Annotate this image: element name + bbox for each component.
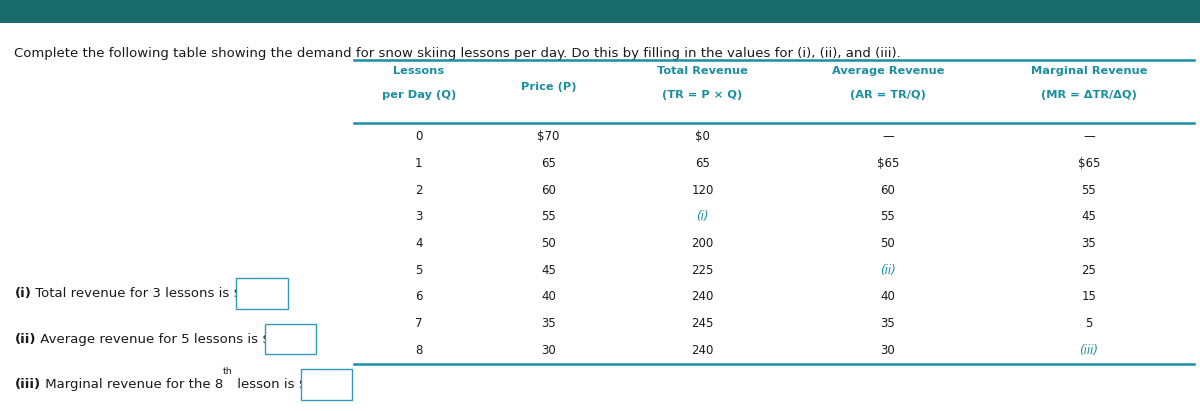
Text: 45: 45 — [541, 264, 556, 277]
Text: 60: 60 — [541, 184, 556, 196]
Text: 30: 30 — [541, 344, 556, 357]
Text: 55: 55 — [541, 210, 556, 223]
Text: Lessons: Lessons — [394, 66, 444, 76]
Text: $70: $70 — [538, 130, 559, 143]
Text: 4: 4 — [415, 237, 422, 250]
Text: $65: $65 — [1078, 157, 1100, 170]
Text: 50: 50 — [541, 237, 556, 250]
Text: 240: 240 — [691, 291, 714, 303]
Text: 5: 5 — [1085, 317, 1093, 330]
Text: (iii): (iii) — [14, 378, 41, 391]
Text: 35: 35 — [1081, 237, 1097, 250]
Text: 15: 15 — [1081, 291, 1097, 303]
Text: 40: 40 — [541, 291, 556, 303]
Text: 225: 225 — [691, 264, 714, 277]
Text: 45: 45 — [1081, 210, 1097, 223]
Text: 5: 5 — [415, 264, 422, 277]
FancyBboxPatch shape — [236, 279, 288, 309]
Text: (i): (i) — [14, 287, 31, 300]
Text: Total Revenue: Total Revenue — [658, 66, 748, 76]
Text: .: . — [350, 378, 354, 391]
Text: 55: 55 — [1081, 184, 1097, 196]
Text: 1: 1 — [415, 157, 422, 170]
Text: .: . — [286, 287, 289, 300]
Text: (TR = P × Q): (TR = P × Q) — [662, 90, 743, 100]
Text: $0: $0 — [695, 130, 710, 143]
Text: 7: 7 — [415, 317, 422, 330]
FancyBboxPatch shape — [0, 0, 1200, 23]
Text: Marginal Revenue: Marginal Revenue — [1031, 66, 1147, 76]
Text: Average revenue for 5 lessons is $: Average revenue for 5 lessons is $ — [36, 332, 271, 346]
Text: 200: 200 — [691, 237, 714, 250]
Text: (AR = TR/Q): (AR = TR/Q) — [850, 90, 926, 100]
Text: 8: 8 — [415, 344, 422, 357]
Text: 65: 65 — [541, 157, 556, 170]
Text: Total revenue for 3 lessons is $: Total revenue for 3 lessons is $ — [31, 287, 242, 300]
Text: 120: 120 — [691, 184, 714, 196]
FancyBboxPatch shape — [265, 324, 317, 354]
Text: 40: 40 — [881, 291, 895, 303]
Text: (i): (i) — [696, 210, 709, 223]
Text: 60: 60 — [881, 184, 895, 196]
FancyBboxPatch shape — [301, 369, 353, 399]
Text: 50: 50 — [881, 237, 895, 250]
Text: th: th — [223, 367, 233, 376]
Text: Average Revenue: Average Revenue — [832, 66, 944, 76]
Text: (ii): (ii) — [14, 332, 36, 346]
Text: (MR = ΔTR/ΔQ): (MR = ΔTR/ΔQ) — [1042, 90, 1136, 100]
Text: 0: 0 — [415, 130, 422, 143]
Text: 240: 240 — [691, 344, 714, 357]
Text: 30: 30 — [881, 344, 895, 357]
Text: 55: 55 — [881, 210, 895, 223]
Text: .: . — [314, 332, 318, 346]
Text: —: — — [882, 130, 894, 143]
Text: 25: 25 — [1081, 264, 1097, 277]
Text: 35: 35 — [541, 317, 556, 330]
Text: (ii): (ii) — [880, 264, 896, 277]
Text: Price (P): Price (P) — [521, 82, 576, 92]
Text: 65: 65 — [695, 157, 710, 170]
Text: —: — — [1084, 130, 1094, 143]
Text: 3: 3 — [415, 210, 422, 223]
Text: lesson is $: lesson is $ — [233, 378, 307, 391]
Text: 2: 2 — [415, 184, 422, 196]
Text: Complete the following table showing the demand for snow skiing lessons per day.: Complete the following table showing the… — [14, 47, 901, 60]
Text: Marginal revenue for the 8: Marginal revenue for the 8 — [41, 378, 223, 391]
Text: 6: 6 — [415, 291, 422, 303]
Text: $65: $65 — [877, 157, 899, 170]
Text: (iii): (iii) — [1080, 344, 1098, 357]
Text: per Day (Q): per Day (Q) — [382, 90, 456, 100]
Text: 35: 35 — [881, 317, 895, 330]
Text: 245: 245 — [691, 317, 714, 330]
